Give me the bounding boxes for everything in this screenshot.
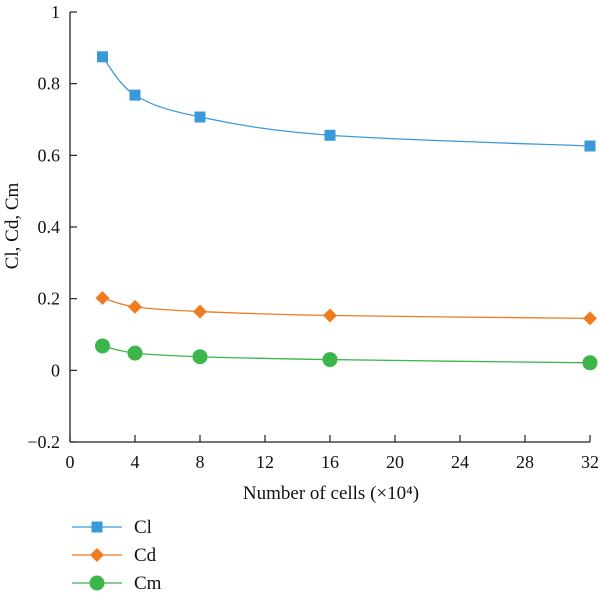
cm-point (95, 338, 110, 354)
x-tick-label: 24 (451, 452, 469, 472)
legend-marker (91, 521, 103, 533)
cd-point (583, 311, 597, 326)
legend-item-cl: Cl (72, 517, 152, 538)
cm-point (322, 352, 338, 368)
legend-label: Cl (134, 517, 152, 538)
legend-item-cd: Cd (72, 545, 157, 566)
cd-point (95, 290, 110, 305)
x-axis-ticks: 0 4 8 12 16 20 24 28 32 (66, 435, 599, 472)
legend-marker (90, 548, 104, 562)
legend-label: Cd (134, 545, 157, 566)
x-axis-title: Number of cells (×10⁴) (243, 483, 419, 504)
axes (69, 12, 590, 443)
series-cl (97, 51, 596, 152)
cl-point (97, 51, 108, 63)
cl-point (194, 111, 206, 123)
y-tick-label: 0 (51, 360, 60, 380)
y-axis-title: Cl, Cd, Cm (2, 182, 23, 269)
y-tick-label: −0.2 (27, 432, 60, 452)
legend-label: Cm (134, 573, 162, 594)
x-tick-label: 4 (131, 452, 140, 472)
x-tick-label: 20 (386, 452, 404, 472)
y-tick-label: 1 (51, 2, 60, 22)
x-tick-label: 28 (516, 452, 534, 472)
cd-line (102, 297, 591, 320)
cm-line (102, 345, 591, 364)
series-cm (95, 338, 598, 371)
cd-point (128, 299, 142, 314)
x-tick-label: 32 (581, 452, 599, 472)
plot-area (95, 51, 598, 371)
x-tick-label: 0 (66, 452, 75, 472)
cm-point (127, 345, 143, 361)
cd-point (323, 308, 337, 323)
x-tick-label: 12 (256, 452, 274, 472)
legend-item-cm: Cm (72, 573, 162, 594)
legend: Cl Cd Cm (72, 517, 162, 594)
y-tick-label: 0.4 (38, 217, 61, 237)
cl-point (584, 140, 596, 152)
cl-line (101, 56, 591, 147)
y-axis-ticks: −0.2 0 0.2 0.4 0.6 0.8 1 (27, 2, 77, 452)
cl-point (129, 89, 141, 101)
x-tick-label: 8 (196, 452, 205, 472)
y-tick-label: 0.6 (38, 145, 61, 165)
y-tick-label: 0.8 (38, 74, 61, 94)
cd-point (193, 304, 207, 319)
legend-marker (89, 575, 105, 591)
y-tick-label: 0.2 (38, 289, 61, 309)
cl-point (324, 129, 336, 141)
cm-point (582, 355, 598, 371)
x-tick-label: 16 (321, 452, 339, 472)
series-cd (95, 290, 597, 326)
cm-point (192, 349, 208, 365)
